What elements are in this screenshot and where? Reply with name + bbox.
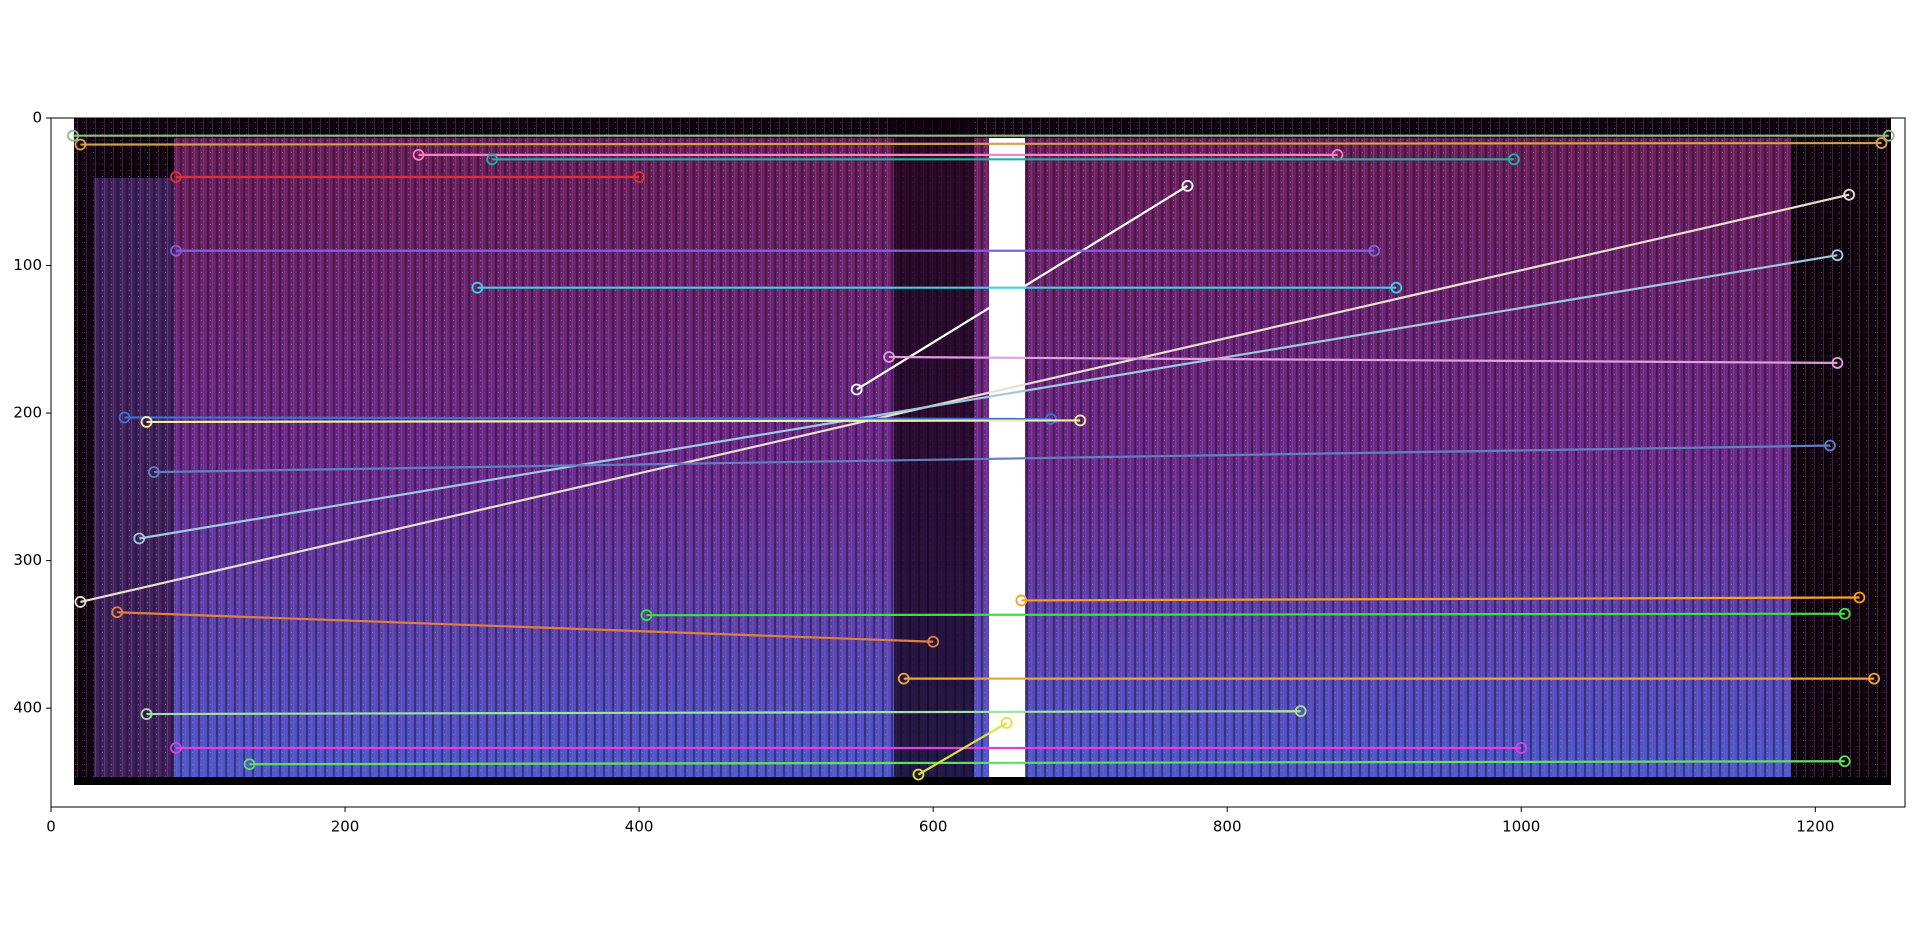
keypoint xyxy=(148,466,160,478)
keypoint xyxy=(140,708,153,720)
spectrogram-image xyxy=(74,118,1891,785)
keypoint xyxy=(1015,594,1028,607)
match-line xyxy=(889,355,1838,365)
y-tick-label: 0 xyxy=(32,109,42,127)
match-line xyxy=(917,721,1008,776)
x-tick-label: 200 xyxy=(331,818,360,836)
match-line xyxy=(249,760,1845,766)
match-line xyxy=(139,254,1838,540)
keypoint xyxy=(1044,413,1057,425)
match-line xyxy=(124,416,1051,421)
keypoint xyxy=(633,171,646,183)
y-tick-label: 300 xyxy=(13,551,42,569)
keypoint xyxy=(74,138,87,151)
keypoint xyxy=(1868,672,1881,685)
keypoint xyxy=(118,411,131,424)
keypoint xyxy=(170,244,182,257)
keypoint xyxy=(486,153,498,166)
keypoint xyxy=(912,768,925,781)
match-line xyxy=(80,141,1882,146)
keypoint xyxy=(1390,281,1403,294)
match-line xyxy=(117,611,934,643)
keypoint xyxy=(1875,137,1888,149)
keypoint xyxy=(170,742,182,754)
keypoint xyxy=(1508,153,1520,166)
keypoint xyxy=(927,635,940,648)
match-line xyxy=(146,419,1081,424)
keypoint xyxy=(1181,179,1194,192)
keypoint xyxy=(1515,742,1528,754)
keypoint xyxy=(1074,414,1087,427)
keypoint xyxy=(897,672,910,685)
bottom-strip xyxy=(74,777,1891,785)
keypoint xyxy=(67,129,79,142)
keypoint xyxy=(471,281,484,294)
match-line xyxy=(1021,596,1860,602)
axes-frame xyxy=(50,117,1906,808)
keypoint xyxy=(850,383,863,396)
x-tick-label: 1200 xyxy=(1796,818,1834,836)
keypoint xyxy=(1831,357,1844,369)
keypoint xyxy=(1882,129,1895,142)
keypoint xyxy=(1831,249,1844,262)
x-tick-label: 800 xyxy=(1213,818,1242,836)
keypoint xyxy=(133,532,146,545)
y-tick-label: 200 xyxy=(13,404,42,422)
x-tick-label: 400 xyxy=(625,818,654,836)
y-tick-label: 100 xyxy=(13,256,42,274)
match-line xyxy=(153,444,1831,474)
x-tick-label: 600 xyxy=(919,818,948,836)
keypoint xyxy=(1368,244,1381,257)
keypoint xyxy=(1843,188,1856,201)
x-tick-label: 1000 xyxy=(1502,818,1540,836)
matches xyxy=(67,129,1895,781)
match-line xyxy=(646,612,1845,617)
keypoint xyxy=(1838,607,1851,620)
dark-band xyxy=(894,118,974,785)
x-tick-label: 0 xyxy=(46,818,56,836)
keypoint xyxy=(1294,705,1307,718)
match-line xyxy=(80,193,1850,603)
keypoint xyxy=(1853,591,1866,604)
keypoint xyxy=(74,596,87,608)
keypoint xyxy=(883,351,895,363)
keypoint xyxy=(111,606,124,619)
keypoint xyxy=(1000,717,1013,729)
keypoint xyxy=(1824,439,1836,452)
match-line xyxy=(146,710,1301,716)
keypoint xyxy=(640,609,653,622)
keypoint xyxy=(243,758,256,771)
image-texture xyxy=(74,118,1891,785)
axes: 0 200 400 600 800 1000 1200 0 100 200 300 400 xyxy=(13,109,1906,836)
keypoint xyxy=(170,171,182,183)
keypoint xyxy=(1838,755,1851,768)
y-tick-label: 400 xyxy=(13,699,42,717)
keypoint xyxy=(140,416,153,428)
keypoint xyxy=(412,148,425,161)
